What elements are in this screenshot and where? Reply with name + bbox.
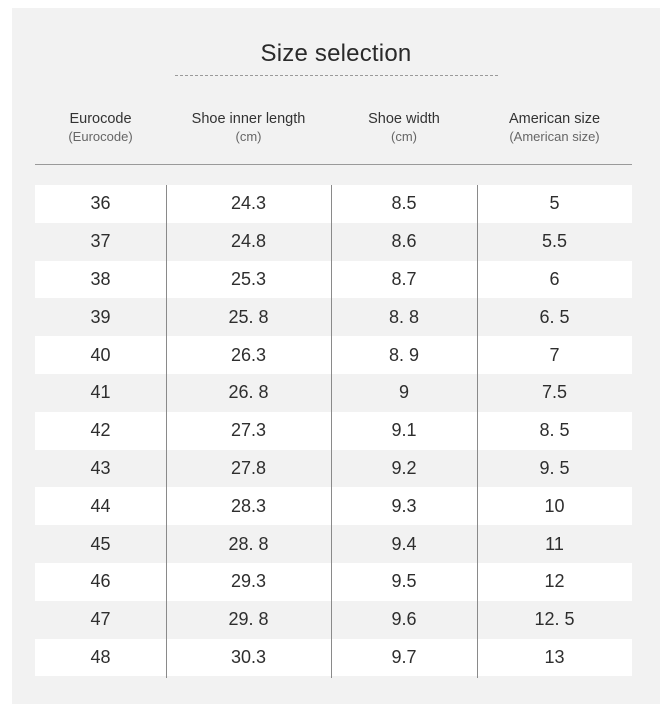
- cell-eurocode: 42: [90, 420, 111, 441]
- cell-inner-length: 26. 8: [228, 382, 269, 403]
- cell-inner-length: 25.3: [230, 268, 267, 289]
- header-eurocode: Eurocode (Eurocode): [35, 110, 166, 150]
- title-divider: [175, 75, 498, 76]
- table-row: 39 25. 8 8. 8 6. 5: [35, 298, 632, 337]
- cell-inner-length: 28.3: [230, 495, 267, 516]
- table-row: 46 29.3 9.5 12: [35, 562, 632, 601]
- cell-american-size: 12. 5: [534, 609, 575, 630]
- table-row: 44 28.3 9.3 10: [35, 487, 632, 526]
- cell-inner-length: 24.8: [230, 231, 267, 252]
- table-row: 43 27.8 9.2 9. 5: [35, 449, 632, 488]
- cell-american-size: 6: [549, 268, 560, 289]
- header-sublabel: (cm): [235, 129, 262, 144]
- header-label: Shoe width: [368, 111, 440, 127]
- table-row: 40 26.3 8. 9 7: [35, 336, 632, 374]
- column-divider: [166, 185, 167, 678]
- cell-shoe-width: 9.5: [391, 571, 417, 592]
- header-shoe-width: Shoe width (cm): [331, 110, 477, 150]
- cell-shoe-width: 8.5: [391, 193, 417, 214]
- cell-inner-length: 26.3: [230, 344, 267, 365]
- table-row: 41 26. 8 9 7.5: [35, 373, 632, 412]
- cell-eurocode: 37: [90, 231, 111, 252]
- cell-shoe-width: 9.7: [391, 646, 417, 667]
- cell-eurocode: 39: [90, 306, 111, 327]
- cell-american-size: 7.5: [541, 382, 568, 403]
- cell-american-size: 5.5: [541, 231, 568, 252]
- cell-shoe-width: 9.1: [391, 420, 417, 441]
- header-label: Shoe inner length: [191, 111, 306, 127]
- cell-american-size: 13: [544, 646, 565, 667]
- cell-shoe-width: 8. 9: [388, 344, 420, 365]
- cell-american-size: 9. 5: [539, 457, 570, 478]
- cell-eurocode: 45: [90, 533, 111, 554]
- cell-american-size: 10: [544, 495, 565, 516]
- cell-inner-length: 27.3: [230, 420, 267, 441]
- header-sublabel: (American size): [509, 129, 600, 144]
- cell-inner-length: 29. 8: [228, 609, 269, 630]
- cell-american-size: 12: [544, 571, 565, 592]
- cell-shoe-width: 9: [398, 382, 409, 403]
- table-row: 36 24.3 8.5 5: [35, 185, 632, 223]
- cell-inner-length: 27.8: [230, 457, 267, 478]
- cell-inner-length: 29.3: [230, 571, 267, 592]
- header-divider: [35, 164, 632, 165]
- table-row: 48 30.3 9.7 13: [35, 638, 632, 677]
- cell-inner-length: 24.3: [230, 193, 267, 214]
- cell-eurocode: 46: [90, 571, 111, 592]
- header-label: Eurocode: [69, 111, 132, 127]
- table-row: 38 25.3 8.7 6: [35, 260, 632, 299]
- column-divider: [331, 185, 332, 678]
- header-inner-length: Shoe inner length (cm): [166, 110, 331, 150]
- cell-american-size: 7: [549, 344, 560, 365]
- cell-shoe-width: 9.3: [391, 495, 417, 516]
- cell-american-size: 11: [545, 533, 564, 554]
- header-sublabel: (Eurocode): [68, 129, 133, 144]
- cell-eurocode: 41: [90, 382, 111, 403]
- cell-american-size: 5: [549, 193, 560, 214]
- cell-inner-length: 25. 8: [228, 306, 269, 327]
- header-label: American size: [508, 111, 601, 127]
- column-divider: [477, 185, 478, 678]
- table-row: 42 27.3 9.1 8. 5: [35, 411, 632, 450]
- size-chart-panel: Size selection Eurocode (Eurocode) Shoe …: [12, 8, 660, 704]
- cell-eurocode: 47: [90, 609, 111, 630]
- cell-shoe-width: 9.2: [391, 457, 417, 478]
- cell-shoe-width: 8. 8: [388, 306, 420, 327]
- cell-eurocode: 40: [90, 344, 111, 365]
- header-american-size: American size (American size): [477, 110, 632, 150]
- cell-inner-length: 30.3: [230, 646, 267, 667]
- cell-eurocode: 44: [90, 495, 111, 516]
- cell-shoe-width: 8.6: [391, 231, 417, 252]
- cell-shoe-width: 9.6: [391, 609, 417, 630]
- header-sublabel: (cm): [391, 129, 417, 144]
- cell-eurocode: 43: [90, 457, 111, 478]
- table-row: 37 24.8 8.6 5.5: [35, 222, 632, 261]
- cell-shoe-width: 9.4: [391, 533, 417, 554]
- cell-eurocode: 36: [90, 193, 111, 214]
- cell-american-size: 6. 5: [539, 306, 570, 327]
- table-row: 45 28. 8 9.4 11: [35, 525, 632, 563]
- cell-eurocode: 48: [90, 646, 111, 667]
- cell-inner-length: 28. 8: [228, 533, 269, 554]
- page-title: Size selection: [260, 40, 412, 67]
- cell-shoe-width: 8.7: [391, 268, 417, 289]
- cell-eurocode: 38: [90, 268, 111, 289]
- size-table: 36 24.3 8.5 5 37 24.8 8.6 5.5 38 25.3 8.7 6 39 25. 8 8…: [35, 185, 632, 677]
- cell-american-size: 8. 5: [539, 420, 570, 441]
- table-row: 47 29. 8 9.6 12. 5: [35, 600, 632, 639]
